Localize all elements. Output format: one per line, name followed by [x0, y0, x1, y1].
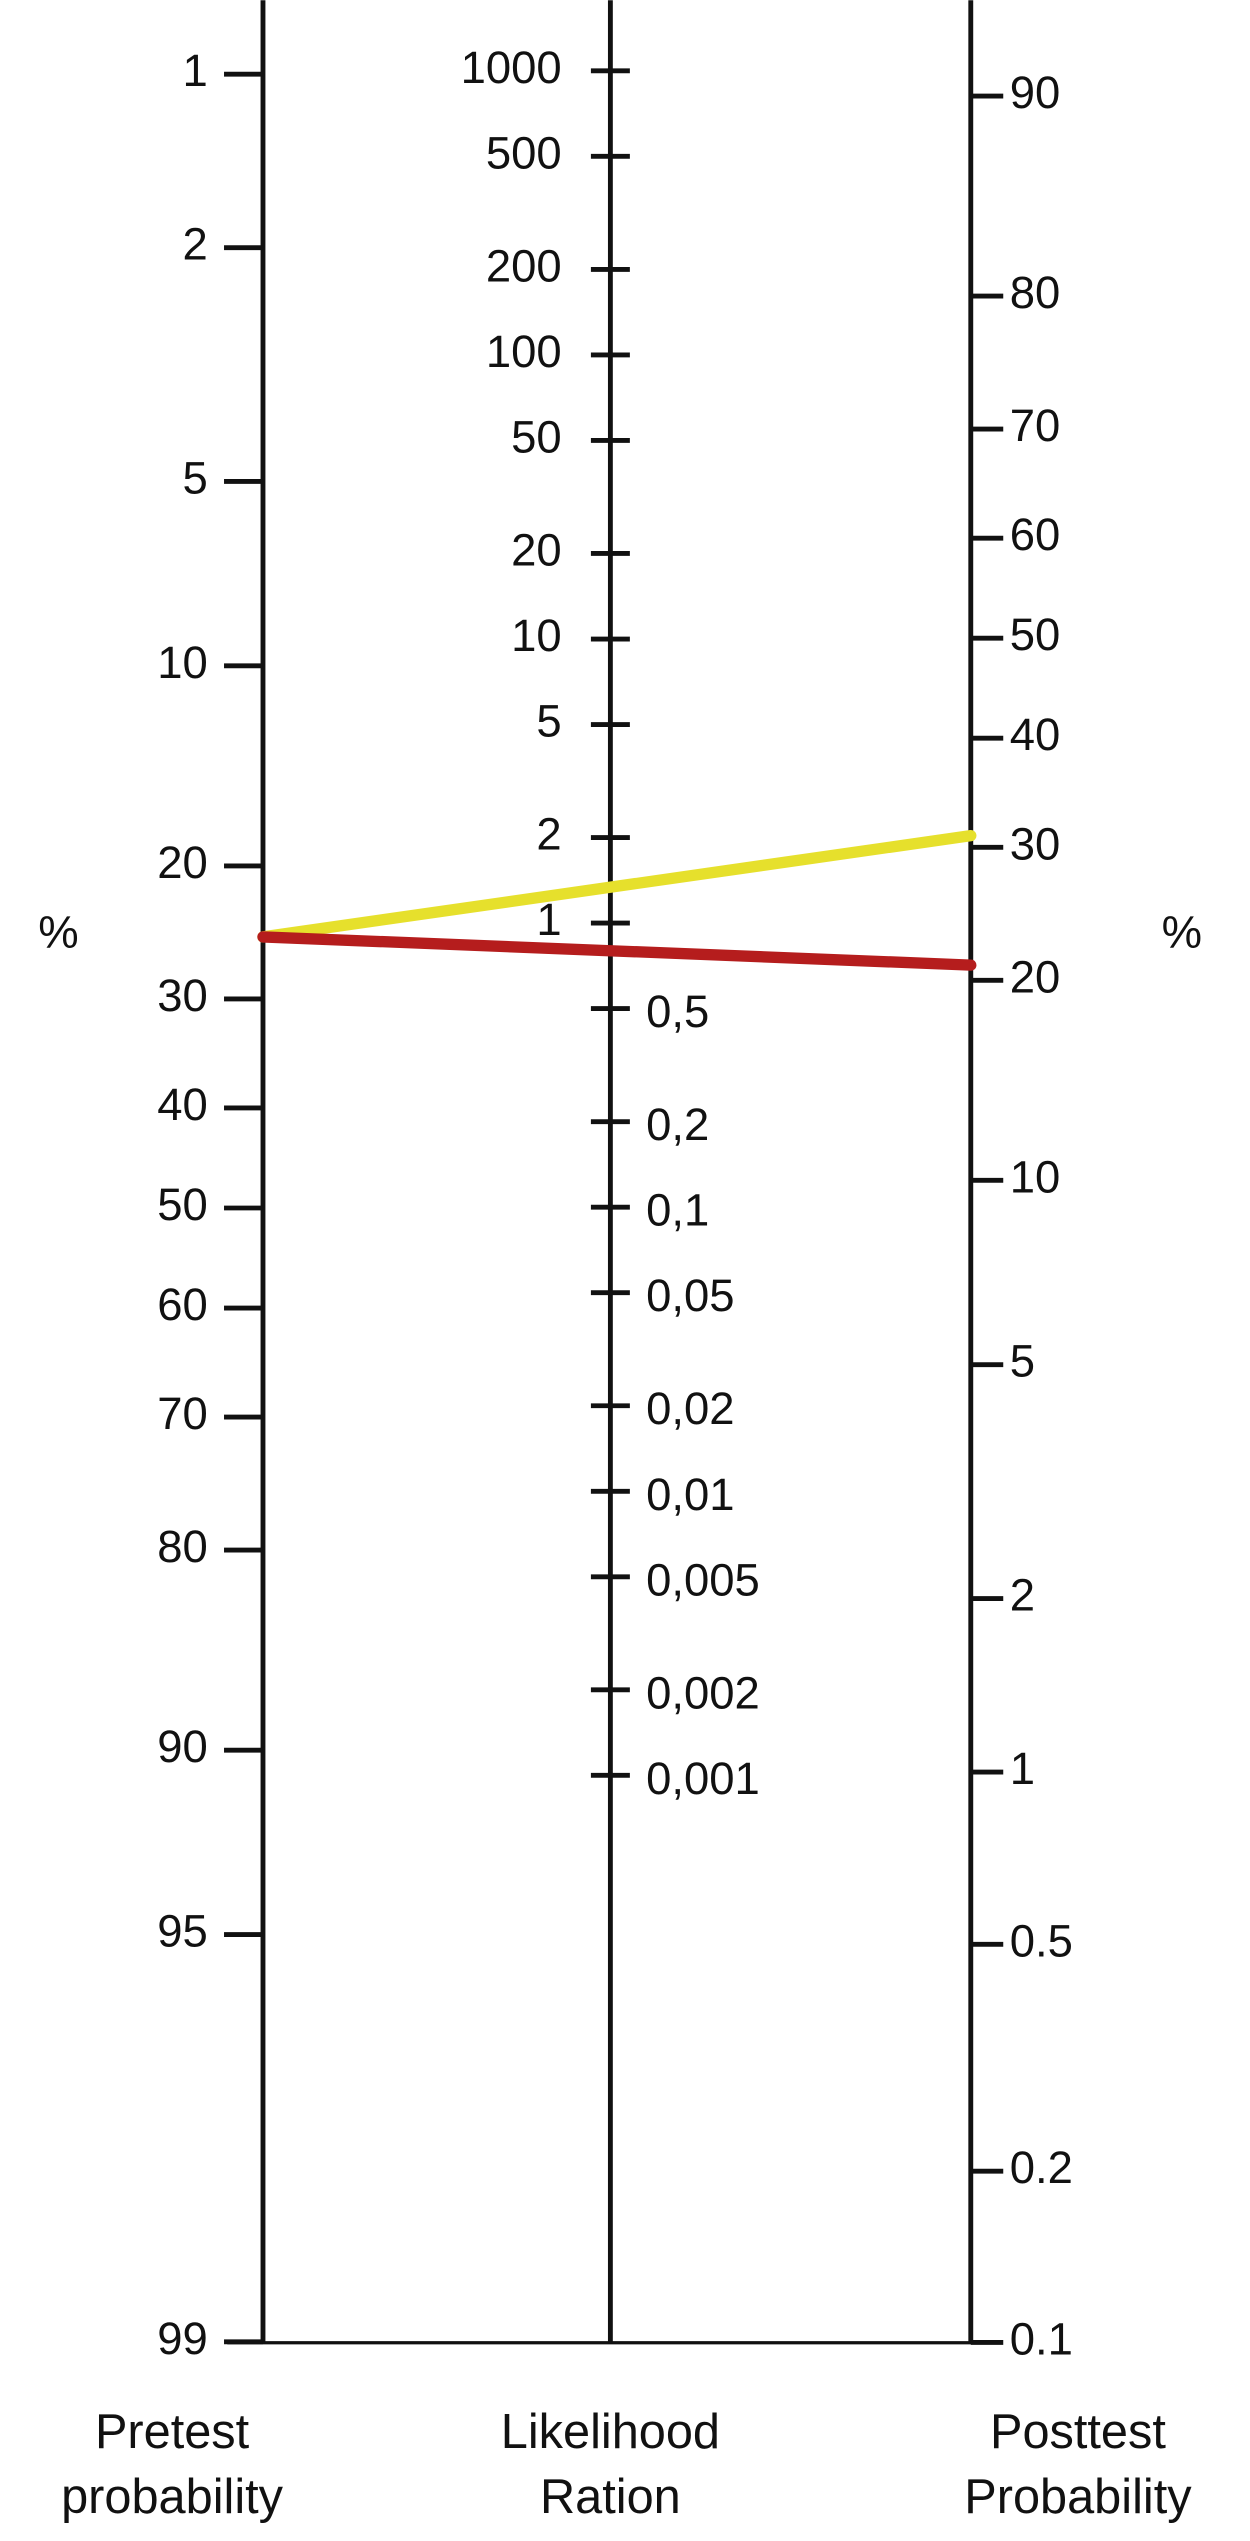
tick-label: 30	[1010, 818, 1061, 869]
unit-label: %	[1162, 906, 1202, 957]
tick-label: 60	[1010, 509, 1061, 560]
tick-label: 5	[1010, 1336, 1035, 1387]
nomogram-line	[257, 931, 977, 971]
tick-label: 10	[511, 610, 562, 661]
tick-label: 30	[157, 970, 208, 1021]
tick-label: 10	[1010, 1151, 1061, 1202]
tick-label: 0,5	[646, 986, 709, 1037]
tick-label: 0,005	[646, 1554, 760, 1605]
tick-label: 80	[157, 1521, 208, 1572]
axis-title: probability	[61, 2470, 284, 2524]
tick-label: 10	[157, 637, 208, 688]
tick-label: 1	[1010, 1743, 1035, 1794]
axis-title: Probability	[964, 2470, 1192, 2524]
tick-label: 100	[486, 326, 562, 377]
tick-label: 70	[1010, 400, 1061, 451]
tick-label: 70	[157, 1388, 208, 1439]
tick-label: 99	[157, 2313, 208, 2364]
tick-label: 0,001	[646, 1753, 760, 1804]
tick-label: 500	[486, 127, 562, 178]
tick-label: 90	[1010, 67, 1061, 118]
tick-label: 20	[157, 837, 208, 888]
tick-label: 5	[536, 696, 561, 747]
tick-label: 95	[157, 1906, 208, 1957]
tick-label: 1	[183, 45, 208, 96]
tick-label: 0.5	[1010, 1915, 1073, 1966]
tick-label: 2	[1010, 1570, 1035, 1621]
tick-label: 0,002	[646, 1667, 760, 1718]
tick-label: 20	[1010, 951, 1061, 1002]
axis-title: Ration	[540, 2470, 681, 2524]
tick-label: 0,05	[646, 1270, 734, 1321]
axis-title: Likelihood	[501, 2405, 720, 2459]
tick-label: 2	[536, 809, 561, 860]
tick-label: 0.1	[1010, 2313, 1073, 2364]
tick-label: 200	[486, 240, 562, 291]
tick-label: 40	[157, 1079, 208, 1130]
unit-label: %	[38, 906, 78, 957]
tick-label: 90	[157, 1721, 208, 1772]
tick-label: 0,01	[646, 1469, 734, 1520]
tick-label: 60	[157, 1279, 208, 1330]
tick-label: 50	[157, 1179, 208, 1230]
tick-label: 5	[183, 452, 208, 503]
tick-label: 0.2	[1010, 2142, 1073, 2193]
tick-label: 0,1	[646, 1185, 709, 1236]
tick-label: 50	[1010, 609, 1061, 660]
tick-label: 40	[1010, 709, 1061, 760]
tick-label: 20	[511, 524, 562, 575]
tick-label: 80	[1010, 267, 1061, 318]
tick-label: 0,02	[646, 1383, 734, 1434]
nomogram-line	[257, 829, 977, 943]
tick-label: 0,2	[646, 1099, 709, 1150]
tick-label: 2	[183, 219, 208, 270]
tick-label: 50	[511, 411, 562, 462]
axis-title: Posttest	[990, 2405, 1166, 2459]
axis-title: Pretest	[95, 2405, 250, 2459]
tick-label: 1000	[461, 42, 562, 93]
